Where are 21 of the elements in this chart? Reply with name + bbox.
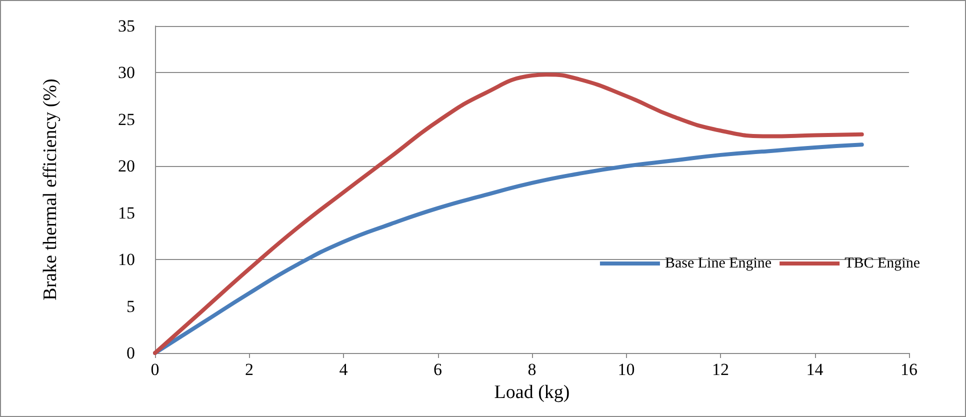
x-tick-label: 6 <box>434 360 442 379</box>
legend-label: TBC Engine <box>844 256 920 272</box>
x-tick-label: 16 <box>900 360 918 379</box>
y-tick-label: 15 <box>118 203 135 222</box>
y-tick-label: 35 <box>118 16 135 36</box>
y-tick-label: 20 <box>118 156 135 176</box>
x-tick-label: 8 <box>528 360 536 379</box>
x-axis-title: Load (kg) <box>494 382 570 403</box>
y-tick-label: 25 <box>118 110 135 129</box>
x-tick-label: 0 <box>150 360 160 379</box>
x-tick-label: 12 <box>712 360 729 379</box>
y-tick-label: 5 <box>126 296 135 316</box>
y-tick-label: 10 <box>118 250 135 270</box>
x-tick-label: 4 <box>339 360 348 379</box>
y-tick-label: 30 <box>118 63 135 82</box>
y-tick-label: 0 <box>126 344 135 362</box>
x-tick-label: 10 <box>618 360 635 379</box>
y-axis-title: Brake thermal efficiency (%) <box>40 78 61 300</box>
legend-label: Base Line Engine <box>664 256 772 272</box>
x-tick-label: 2 <box>245 360 254 379</box>
x-tick-label: 14 <box>806 360 824 379</box>
